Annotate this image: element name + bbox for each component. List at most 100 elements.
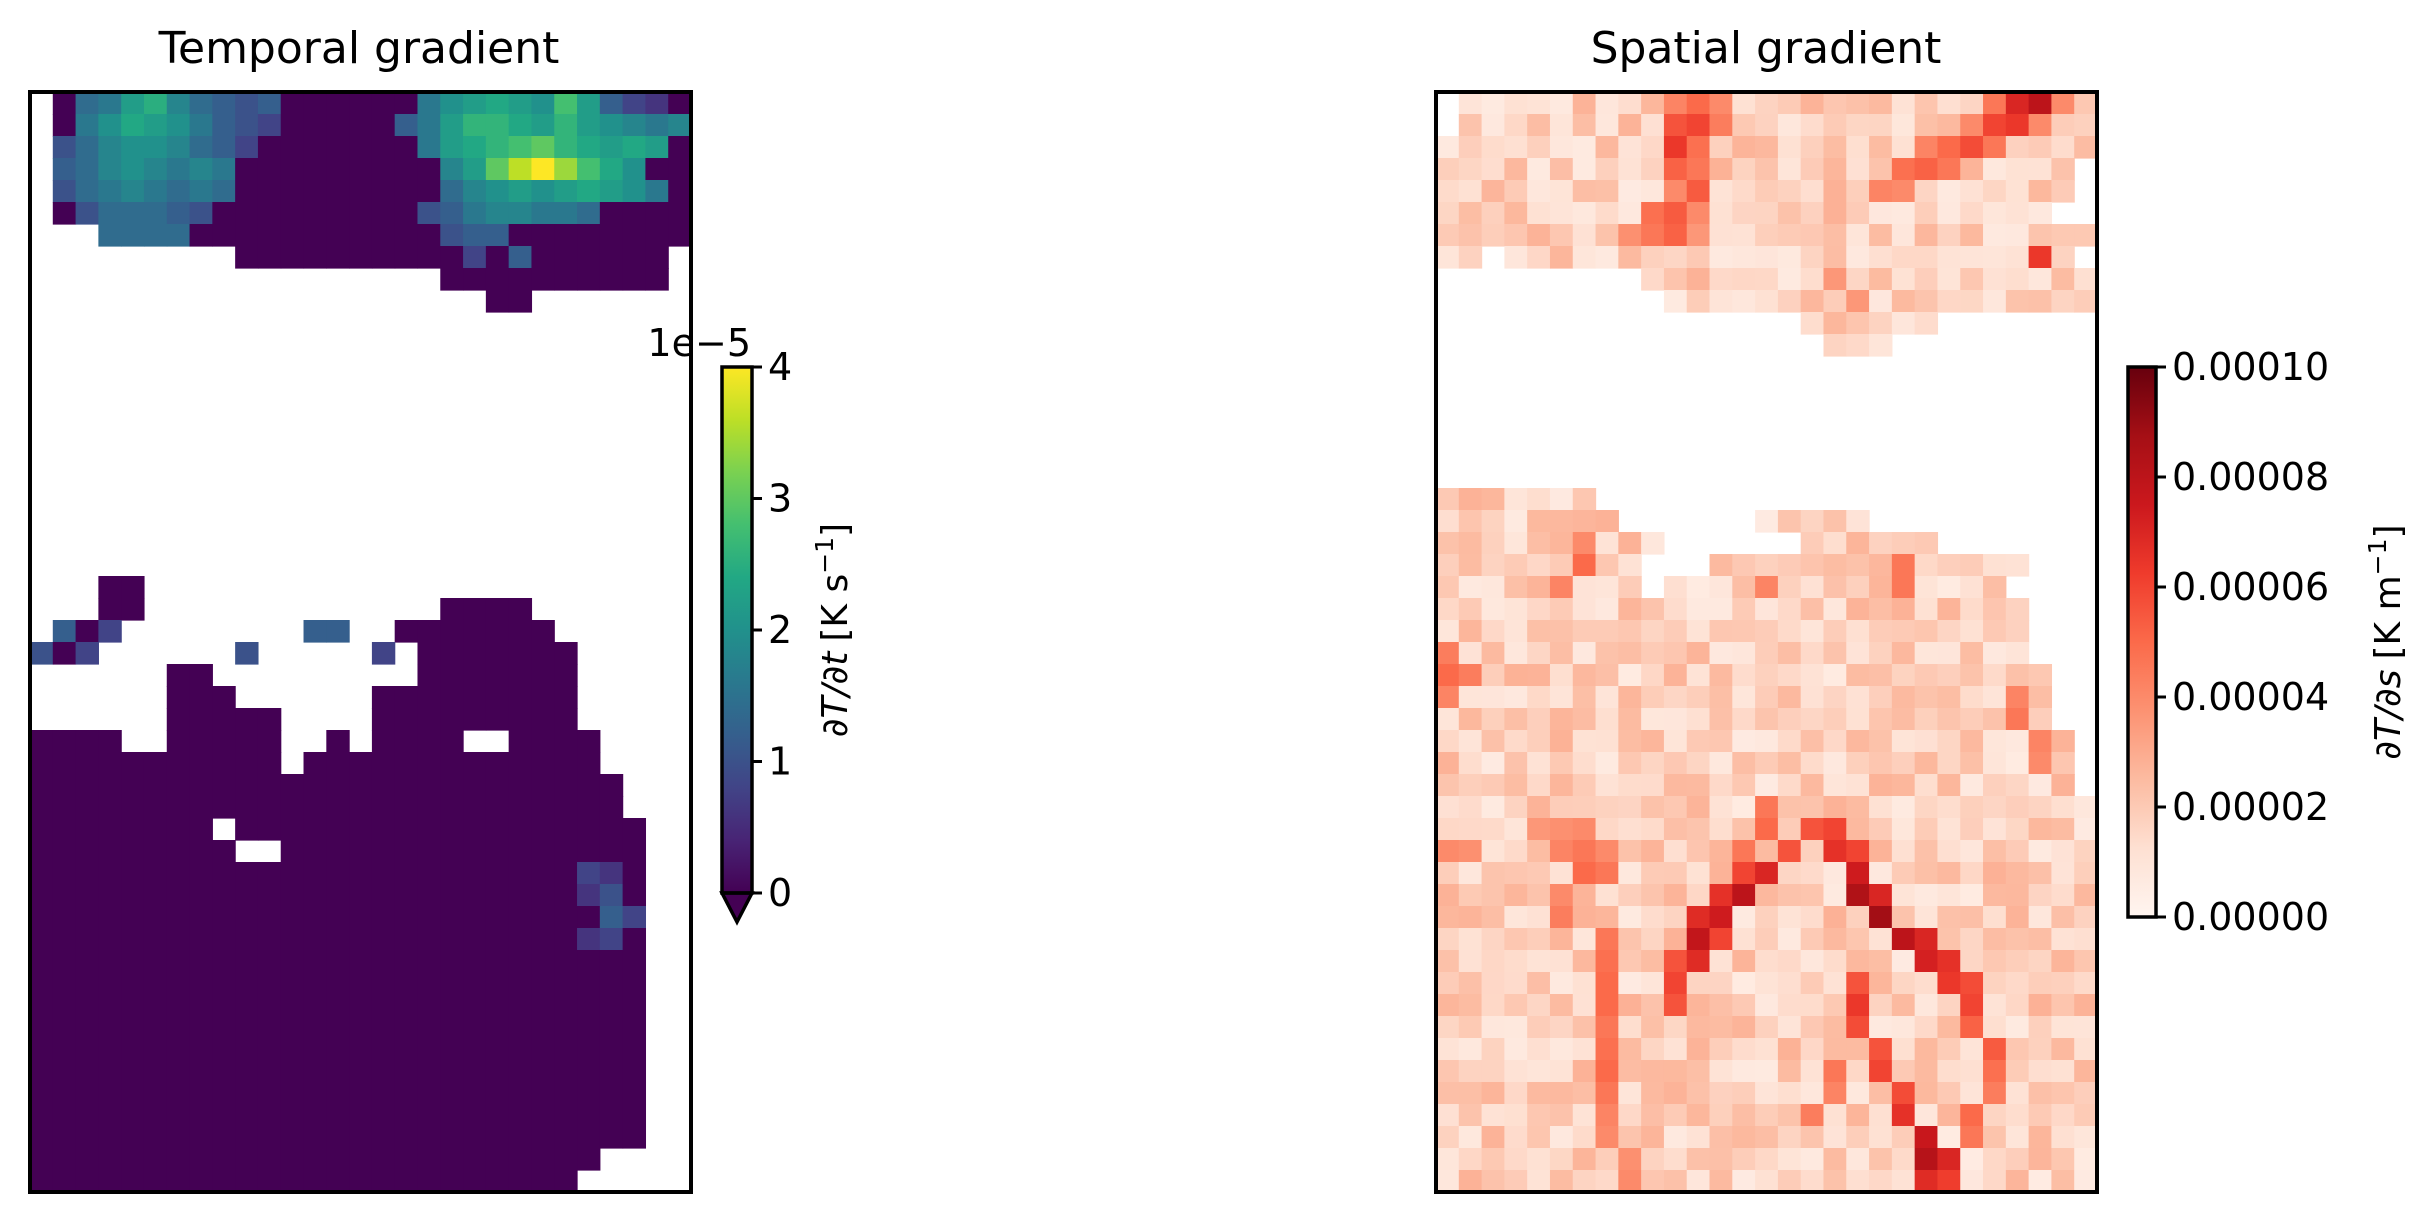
heatmap-cell	[2051, 818, 2075, 841]
heatmap-cell	[235, 1016, 259, 1039]
heatmap-cell	[1755, 818, 1779, 841]
heatmap-cell	[1777, 576, 1802, 599]
heatmap-cell	[166, 1126, 191, 1149]
heatmap-cell	[143, 224, 168, 247]
heatmap-cell	[1504, 158, 1528, 181]
heatmap-cell	[1732, 642, 1756, 665]
heatmap-cell	[1891, 532, 1916, 555]
heatmap-cell	[622, 818, 647, 841]
heatmap-cell	[2028, 180, 2053, 203]
heatmap-cell	[1527, 1148, 1551, 1171]
heatmap-cell	[1914, 774, 1939, 797]
heatmap-cell	[1595, 928, 1619, 951]
heatmap-cell	[531, 862, 555, 885]
heatmap-cell	[1436, 202, 1460, 225]
heatmap-cell	[463, 686, 487, 709]
heatmap-cell	[1618, 928, 1642, 951]
heatmap-cell	[1618, 136, 1642, 159]
heatmap-cell	[1549, 1060, 1574, 1083]
heatmap-cell	[440, 1148, 464, 1171]
heatmap-cell	[1960, 818, 1984, 841]
heatmap-cell	[349, 928, 373, 951]
heatmap-cell	[1504, 136, 1528, 159]
heatmap-cell	[485, 752, 510, 775]
heatmap-cell	[2074, 796, 2098, 819]
heatmap-cell	[2051, 1104, 2075, 1127]
heatmap-cell	[577, 840, 601, 863]
heatmap-cell	[1686, 686, 1711, 709]
heatmap-cell	[1549, 532, 1574, 555]
heatmap-cell	[1572, 950, 1597, 973]
heatmap-cell	[577, 752, 601, 775]
colorbar-tick-label: 0.00010	[2172, 345, 2329, 389]
heatmap-cell	[1595, 862, 1619, 885]
heatmap-cell	[1800, 1148, 1825, 1171]
heatmap-cell	[98, 840, 122, 863]
heatmap-cell	[2005, 840, 2030, 863]
heatmap-cell	[1458, 818, 1483, 841]
heatmap-cell	[166, 1038, 191, 1061]
heatmap-cell	[1481, 224, 1505, 247]
heatmap-cell	[1937, 246, 1961, 269]
heatmap-cell	[463, 774, 487, 797]
heatmap-cell	[1823, 1038, 1847, 1061]
heatmap-cell	[166, 972, 191, 995]
heatmap-cell	[1846, 1170, 1870, 1193]
heatmap-cell	[2051, 730, 2075, 753]
heatmap-cell	[1960, 114, 1984, 137]
heatmap-cell	[2051, 752, 2075, 775]
heatmap-cell	[622, 268, 647, 291]
heatmap-cell	[1755, 906, 1779, 929]
heatmap-cell	[531, 158, 555, 181]
heatmap-cell	[1641, 906, 1665, 929]
heatmap-cell	[1436, 708, 1460, 731]
heatmap-cell	[1481, 906, 1505, 929]
heatmap-cell	[1869, 862, 1893, 885]
heatmap-cell	[189, 1148, 213, 1171]
heatmap-cell	[1504, 532, 1528, 555]
heatmap-cell	[143, 202, 168, 225]
heatmap-cell	[1527, 1038, 1551, 1061]
heatmap-cell	[1823, 796, 1847, 819]
heatmap-cell	[1641, 1038, 1665, 1061]
heatmap-cell	[280, 246, 305, 269]
heatmap-cell	[1709, 268, 1733, 291]
heatmap-cell	[349, 1016, 373, 1039]
colorbar-tick-label: 0.00000	[2172, 895, 2329, 939]
heatmap-cell	[1891, 158, 1916, 181]
heatmap-cell	[371, 224, 396, 247]
heatmap-cell	[2074, 1060, 2098, 1083]
heatmap-cell	[1960, 290, 1984, 313]
heatmap-cell	[235, 730, 259, 753]
heatmap-cell	[1846, 202, 1870, 225]
heatmap-cell	[1846, 972, 1870, 995]
heatmap-cell	[1755, 774, 1779, 797]
heatmap-cell	[98, 1170, 122, 1193]
heatmap-cell	[417, 796, 441, 819]
heatmap-cell	[2051, 1126, 2075, 1149]
heatmap-cell	[1527, 884, 1551, 907]
heatmap-cell	[1960, 994, 1984, 1017]
heatmap-cell	[1458, 598, 1483, 621]
heatmap-cell	[212, 1038, 236, 1061]
heatmap-cell	[280, 92, 305, 115]
heatmap-cell	[1641, 642, 1665, 665]
heatmap-cell	[143, 818, 168, 841]
heatmap-cell	[143, 752, 168, 775]
heatmap-cell	[440, 180, 464, 203]
heatmap-cell	[599, 180, 624, 203]
heatmap-cell	[1595, 752, 1619, 775]
heatmap-cell	[394, 246, 419, 269]
heatmap-cell	[463, 994, 487, 1017]
heatmap-cell	[326, 972, 350, 995]
heatmap-cell	[554, 642, 578, 665]
heatmap-cell	[1914, 1170, 1939, 1193]
heatmap-cell	[98, 620, 122, 643]
heatmap-cell	[599, 224, 624, 247]
heatmap-cell	[1732, 818, 1756, 841]
heatmap-cell	[1663, 1038, 1688, 1061]
heatmap-cell	[2074, 1038, 2098, 1061]
heatmap-cell	[1869, 642, 1893, 665]
heatmap-cell	[1891, 180, 1916, 203]
heatmap-cell	[189, 708, 213, 731]
